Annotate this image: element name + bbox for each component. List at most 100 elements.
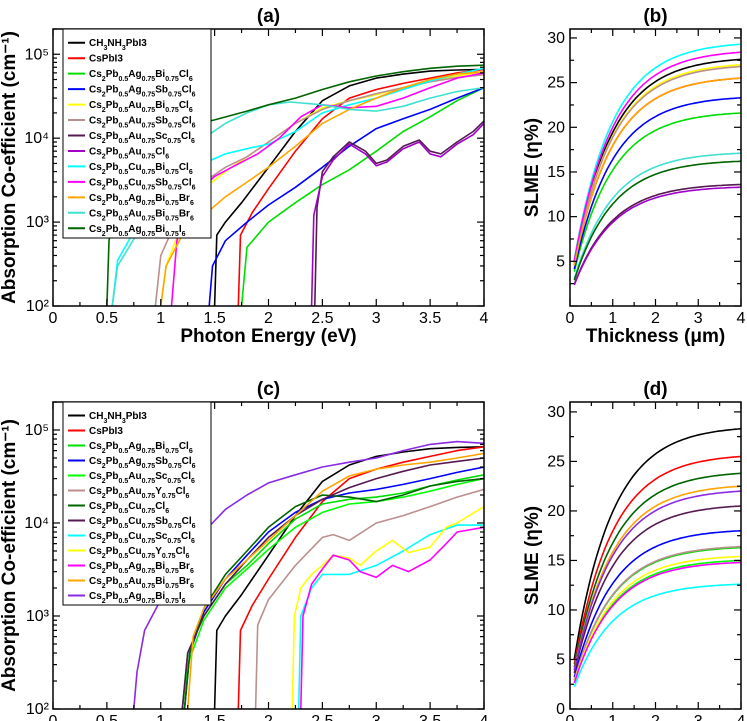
y-tick-label: 25 — [547, 453, 565, 470]
y-tick-label: 5 — [556, 253, 565, 270]
series-line-c-6 — [183, 477, 484, 709]
panel-title: (a) — [257, 6, 280, 27]
series-line-c-10 — [300, 526, 484, 709]
y-tick-label: 30 — [547, 30, 565, 47]
legend-label: Cs2Pb0.5Au0.75Sb0.75Cl6 — [89, 116, 196, 129]
legend-label: Cs2Pb0.5Cu0.75Sb0.75Cl6 — [89, 516, 196, 530]
x-tick-label: 0.5 — [96, 310, 118, 327]
x-tick-label: 2 — [264, 310, 273, 327]
y-axis-label: SLME (η%) — [522, 118, 543, 217]
series-line-b-8 — [573, 43, 741, 260]
legend-label: Cs2Pb0.5Cu0.75Cl6 — [89, 501, 169, 515]
y-tick-label: 15 — [547, 552, 565, 569]
series-line-d-0 — [573, 427, 741, 660]
x-tick-label: 4 — [480, 713, 489, 721]
legend-label: Cs2Pb0.5Ag0.75Bi0.75I6 — [89, 224, 186, 238]
x-tick-label: 3 — [694, 310, 703, 327]
x-tick-label: 1 — [608, 310, 617, 327]
y-tick-label: 30 — [547, 404, 565, 421]
y-tick-label: 0 — [556, 701, 565, 718]
y-tick-label: 10² — [26, 298, 50, 315]
series-line-c-9 — [291, 505, 484, 709]
series-line-b-7 — [573, 186, 741, 286]
x-tick-label: 1.5 — [204, 310, 226, 327]
series-line-b-2 — [573, 112, 741, 272]
legend-label: CsPbI3 — [89, 54, 123, 65]
series-line-d-7 — [573, 505, 741, 674]
y-tick-label: 10⁵ — [25, 422, 49, 439]
series-line-b-3 — [573, 97, 741, 270]
series-line-d-8 — [573, 583, 741, 688]
series-line-c-2 — [181, 474, 484, 709]
panel-title: (d) — [643, 379, 667, 400]
y-axis-label: Absorption Co-efficient (cm⁻¹) — [0, 31, 20, 304]
legend-label: Cs2Pb0.5Ag0.75Sb0.75Cl6 — [89, 85, 196, 99]
legend-label: Cs2Pb0.5Ag0.75Sb0.75Cl6 — [89, 456, 196, 470]
x-tick-label: 3 — [372, 713, 381, 721]
series-line-d-5 — [573, 545, 741, 681]
x-tick-label: 3 — [694, 713, 703, 721]
series-line-b-11 — [573, 152, 741, 280]
series-line-d-6 — [573, 472, 741, 668]
legend-label: Cs2Pb0.5Ag0.75Bi0.75I6 — [89, 591, 186, 605]
x-tick-label: 2 — [264, 713, 273, 721]
series-line-b-10 — [573, 77, 741, 266]
series-line-c-1 — [237, 446, 484, 709]
x-tick-label: 1 — [156, 310, 165, 327]
series-line-c-8 — [297, 524, 484, 709]
x-tick-label: 2 — [651, 713, 660, 721]
y-tick-label: 5 — [556, 651, 565, 668]
legend-label: Cs2Pb0.5Ag0.75Bi0.75Br6 — [89, 193, 194, 207]
y-tick-label: 10³ — [26, 608, 50, 625]
y-tick-label: 10 — [547, 209, 565, 226]
panel-title: (c) — [257, 379, 280, 400]
legend-label: Cs2Pb0.5Au0.75Bi0.75Cl6 — [89, 100, 193, 114]
series-line-b-5 — [573, 65, 741, 264]
x-tick-label: 3 — [372, 310, 381, 327]
y-tick-label: 25 — [547, 75, 565, 92]
series-line-c-12 — [133, 440, 484, 709]
legend-label: Cs2Pb0.5Au0.75Cl6 — [89, 146, 169, 160]
series-line-c-5 — [254, 488, 484, 709]
plot-frame — [569, 401, 742, 710]
legend-label: CH3NH3PbI3 — [89, 38, 147, 52]
x-tick-label: 0 — [566, 310, 575, 327]
series-line-d-10 — [573, 561, 741, 684]
legend-label: Cs2Pb0.5Cu0.75Y0.75Cl6 — [89, 546, 189, 560]
legend-label: Cs2Pb0.5Cu0.75Sb0.75Cl6 — [89, 177, 196, 191]
y-tick-label: 10² — [26, 701, 50, 718]
x-tick-label: 2 — [651, 310, 660, 327]
legend-label: Cs2Pb0.5Au0.75Sc0.75Cl6 — [89, 471, 195, 485]
x-tick-label: 1 — [608, 713, 617, 721]
legend-label: Cs2Pb0.5Cu0.75Sc0.75Cl6 — [89, 531, 195, 545]
legend-label: Cs2Pb0.5Au0.75Y0.75Cl6 — [89, 486, 189, 500]
y-tick-label: 10⁴ — [24, 130, 49, 147]
series-line-d-11 — [573, 485, 741, 670]
x-tick-label: 2.5 — [311, 310, 333, 327]
series-line-b-0 — [573, 58, 741, 263]
y-tick-label: 15 — [547, 164, 565, 181]
series-line-a-3 — [208, 86, 484, 306]
x-axis-label: Photon Energy (eV) — [180, 326, 356, 347]
y-tick-label: 20 — [547, 119, 565, 136]
series-line-a-2 — [240, 86, 484, 306]
series-line-c-0 — [213, 446, 484, 709]
legend-label: Cs2Pb0.5Cu0.75Bi0.75Cl6 — [89, 162, 193, 176]
legend-label: Cs2Pb0.5Au0.75Bi0.75Br6 — [89, 576, 194, 590]
legend-label: CsPbI3 — [89, 426, 123, 437]
series-line-b-9 — [573, 51, 741, 262]
x-tick-label: 0 — [49, 713, 58, 721]
y-tick-label: 10 — [547, 602, 565, 619]
legend-box — [62, 401, 212, 606]
legend-label: Cs2Pb0.5Au0.75Sc0.75Cl6 — [89, 131, 195, 145]
x-tick-label: 3.5 — [419, 713, 441, 721]
y-tick-label: 10⁴ — [24, 515, 49, 532]
legend-label: Cs2Pb0.5Au0.75Bi0.75Br6 — [89, 208, 194, 222]
panel-b: 0 1 2 3 4 5 10 15 20 25 30 Thickness (μm) SLME (η%) (… — [522, 6, 746, 347]
series-line-c-7 — [181, 457, 484, 709]
y-tick-label: 20 — [547, 503, 565, 520]
series-line-d-9 — [573, 555, 741, 683]
x-tick-label: 3.5 — [419, 310, 441, 327]
